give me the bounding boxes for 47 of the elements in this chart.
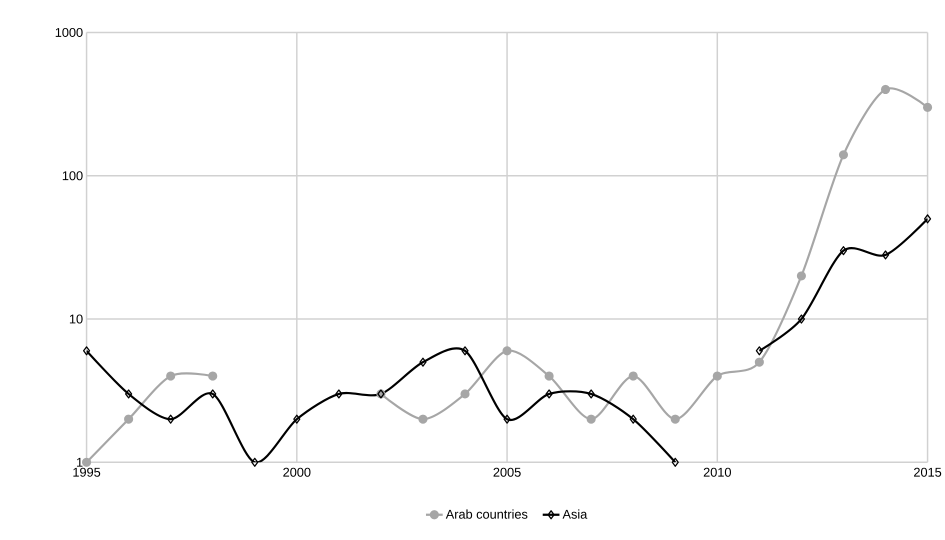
point — [882, 250, 890, 260]
point — [712, 371, 722, 381]
point — [840, 246, 848, 256]
y-tick-label: 100 — [62, 171, 83, 180]
point — [503, 414, 511, 424]
point — [166, 371, 176, 381]
point — [125, 389, 132, 399]
point — [754, 358, 764, 367]
point — [502, 346, 512, 356]
point — [546, 389, 553, 399]
point — [82, 346, 90, 356]
point — [418, 414, 428, 424]
y-tick-label: 10 — [70, 314, 83, 324]
point — [670, 414, 680, 424]
x-tick-label: 2010 — [704, 468, 731, 477]
point — [628, 371, 638, 381]
x-tick-label: 2000 — [283, 468, 310, 477]
point — [251, 458, 258, 467]
point — [924, 214, 932, 224]
point — [922, 102, 932, 112]
point — [293, 414, 300, 424]
point — [880, 84, 890, 94]
point — [544, 371, 554, 381]
legend-label: Asia — [562, 509, 588, 519]
point — [461, 346, 469, 356]
point — [838, 150, 848, 160]
point — [167, 414, 174, 424]
point — [419, 358, 427, 367]
point — [209, 389, 216, 399]
point — [82, 458, 92, 467]
x-tick-label: 2005 — [494, 468, 521, 477]
point — [335, 389, 342, 399]
point — [124, 414, 134, 424]
point — [756, 346, 763, 356]
y-tick-label: 1000 — [56, 28, 83, 37]
legend-label: Arab countries — [446, 509, 528, 519]
point — [798, 314, 805, 324]
point — [796, 271, 806, 280]
point — [588, 389, 595, 399]
point — [630, 414, 637, 424]
point — [460, 389, 470, 399]
point — [672, 458, 679, 467]
x-tick-label: 1995 — [73, 468, 100, 477]
point — [208, 371, 218, 381]
y-tick-label: 1 — [76, 458, 82, 467]
x-tick-label: 2015 — [914, 468, 942, 477]
point — [586, 414, 596, 424]
